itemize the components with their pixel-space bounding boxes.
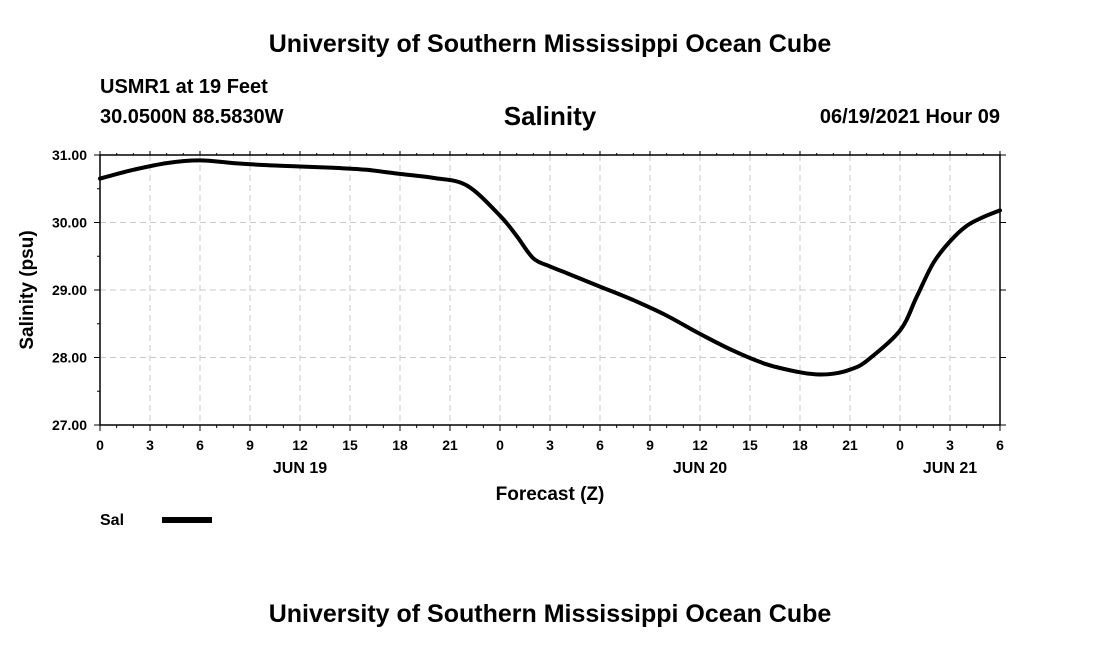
chart-title: Salinity bbox=[503, 101, 597, 131]
x-tick-label: 0 bbox=[496, 437, 504, 453]
series-layer bbox=[98, 158, 1002, 377]
x-tick-label: 6 bbox=[596, 437, 604, 453]
station-label: USMR1 at 19 Feet bbox=[100, 76, 268, 98]
x-tick-label: 15 bbox=[742, 437, 758, 453]
y-tick-label: 27.00 bbox=[52, 417, 87, 433]
x-tick-label: 6 bbox=[996, 437, 1004, 453]
x-tick-label: 21 bbox=[842, 437, 858, 453]
footer-title: University of Southern Mississippi Ocean… bbox=[268, 600, 832, 628]
x-tick-label: 3 bbox=[946, 437, 954, 453]
x-tick-label: 15 bbox=[342, 437, 358, 453]
x-axis-title: Forecast (Z) bbox=[496, 484, 605, 505]
x-tick-label: 6 bbox=[196, 437, 204, 453]
x-tick-label: 18 bbox=[392, 437, 408, 453]
x-tick-label: 18 bbox=[792, 437, 808, 453]
y-tick-label: 29.00 bbox=[52, 282, 87, 298]
forecast-timestamp: 06/19/2021 Hour 09 bbox=[819, 106, 1000, 128]
series-line-sal bbox=[98, 158, 1002, 377]
x-tick-label: 21 bbox=[442, 437, 458, 453]
date-label: JUN 20 bbox=[673, 460, 727, 477]
date-label: JUN 21 bbox=[923, 460, 977, 477]
x-tick-label: 0 bbox=[896, 437, 904, 453]
x-tick-label: 0 bbox=[96, 437, 104, 453]
page-title: University of Southern Mississippi Ocean… bbox=[268, 30, 832, 58]
axis-ticks bbox=[94, 151, 1006, 431]
x-tick-label: 12 bbox=[692, 437, 708, 453]
x-tick-label: 3 bbox=[546, 437, 554, 453]
grid-lines bbox=[100, 155, 1000, 425]
x-tick-label: 9 bbox=[646, 437, 654, 453]
y-tick-label: 31.00 bbox=[52, 147, 87, 163]
axis-labels: 0 3 6 9 12 15 18 21 0 3 6 9 12 15 18 21 0 3 6 27.00 28.00 29.… bbox=[17, 147, 1004, 529]
x-tick-label: 3 bbox=[146, 437, 154, 453]
x-tick-label: 9 bbox=[246, 437, 254, 453]
legend-label: Sal bbox=[100, 512, 124, 529]
y-tick-label: 28.00 bbox=[52, 350, 87, 366]
y-tick-label: 30.00 bbox=[52, 215, 87, 231]
date-label: JUN 19 bbox=[273, 460, 327, 477]
y-axis-title: Salinity (psu) bbox=[17, 230, 38, 349]
x-tick-label: 12 bbox=[292, 437, 308, 453]
coordinates-label: 30.0500N 88.5830W bbox=[100, 106, 284, 128]
